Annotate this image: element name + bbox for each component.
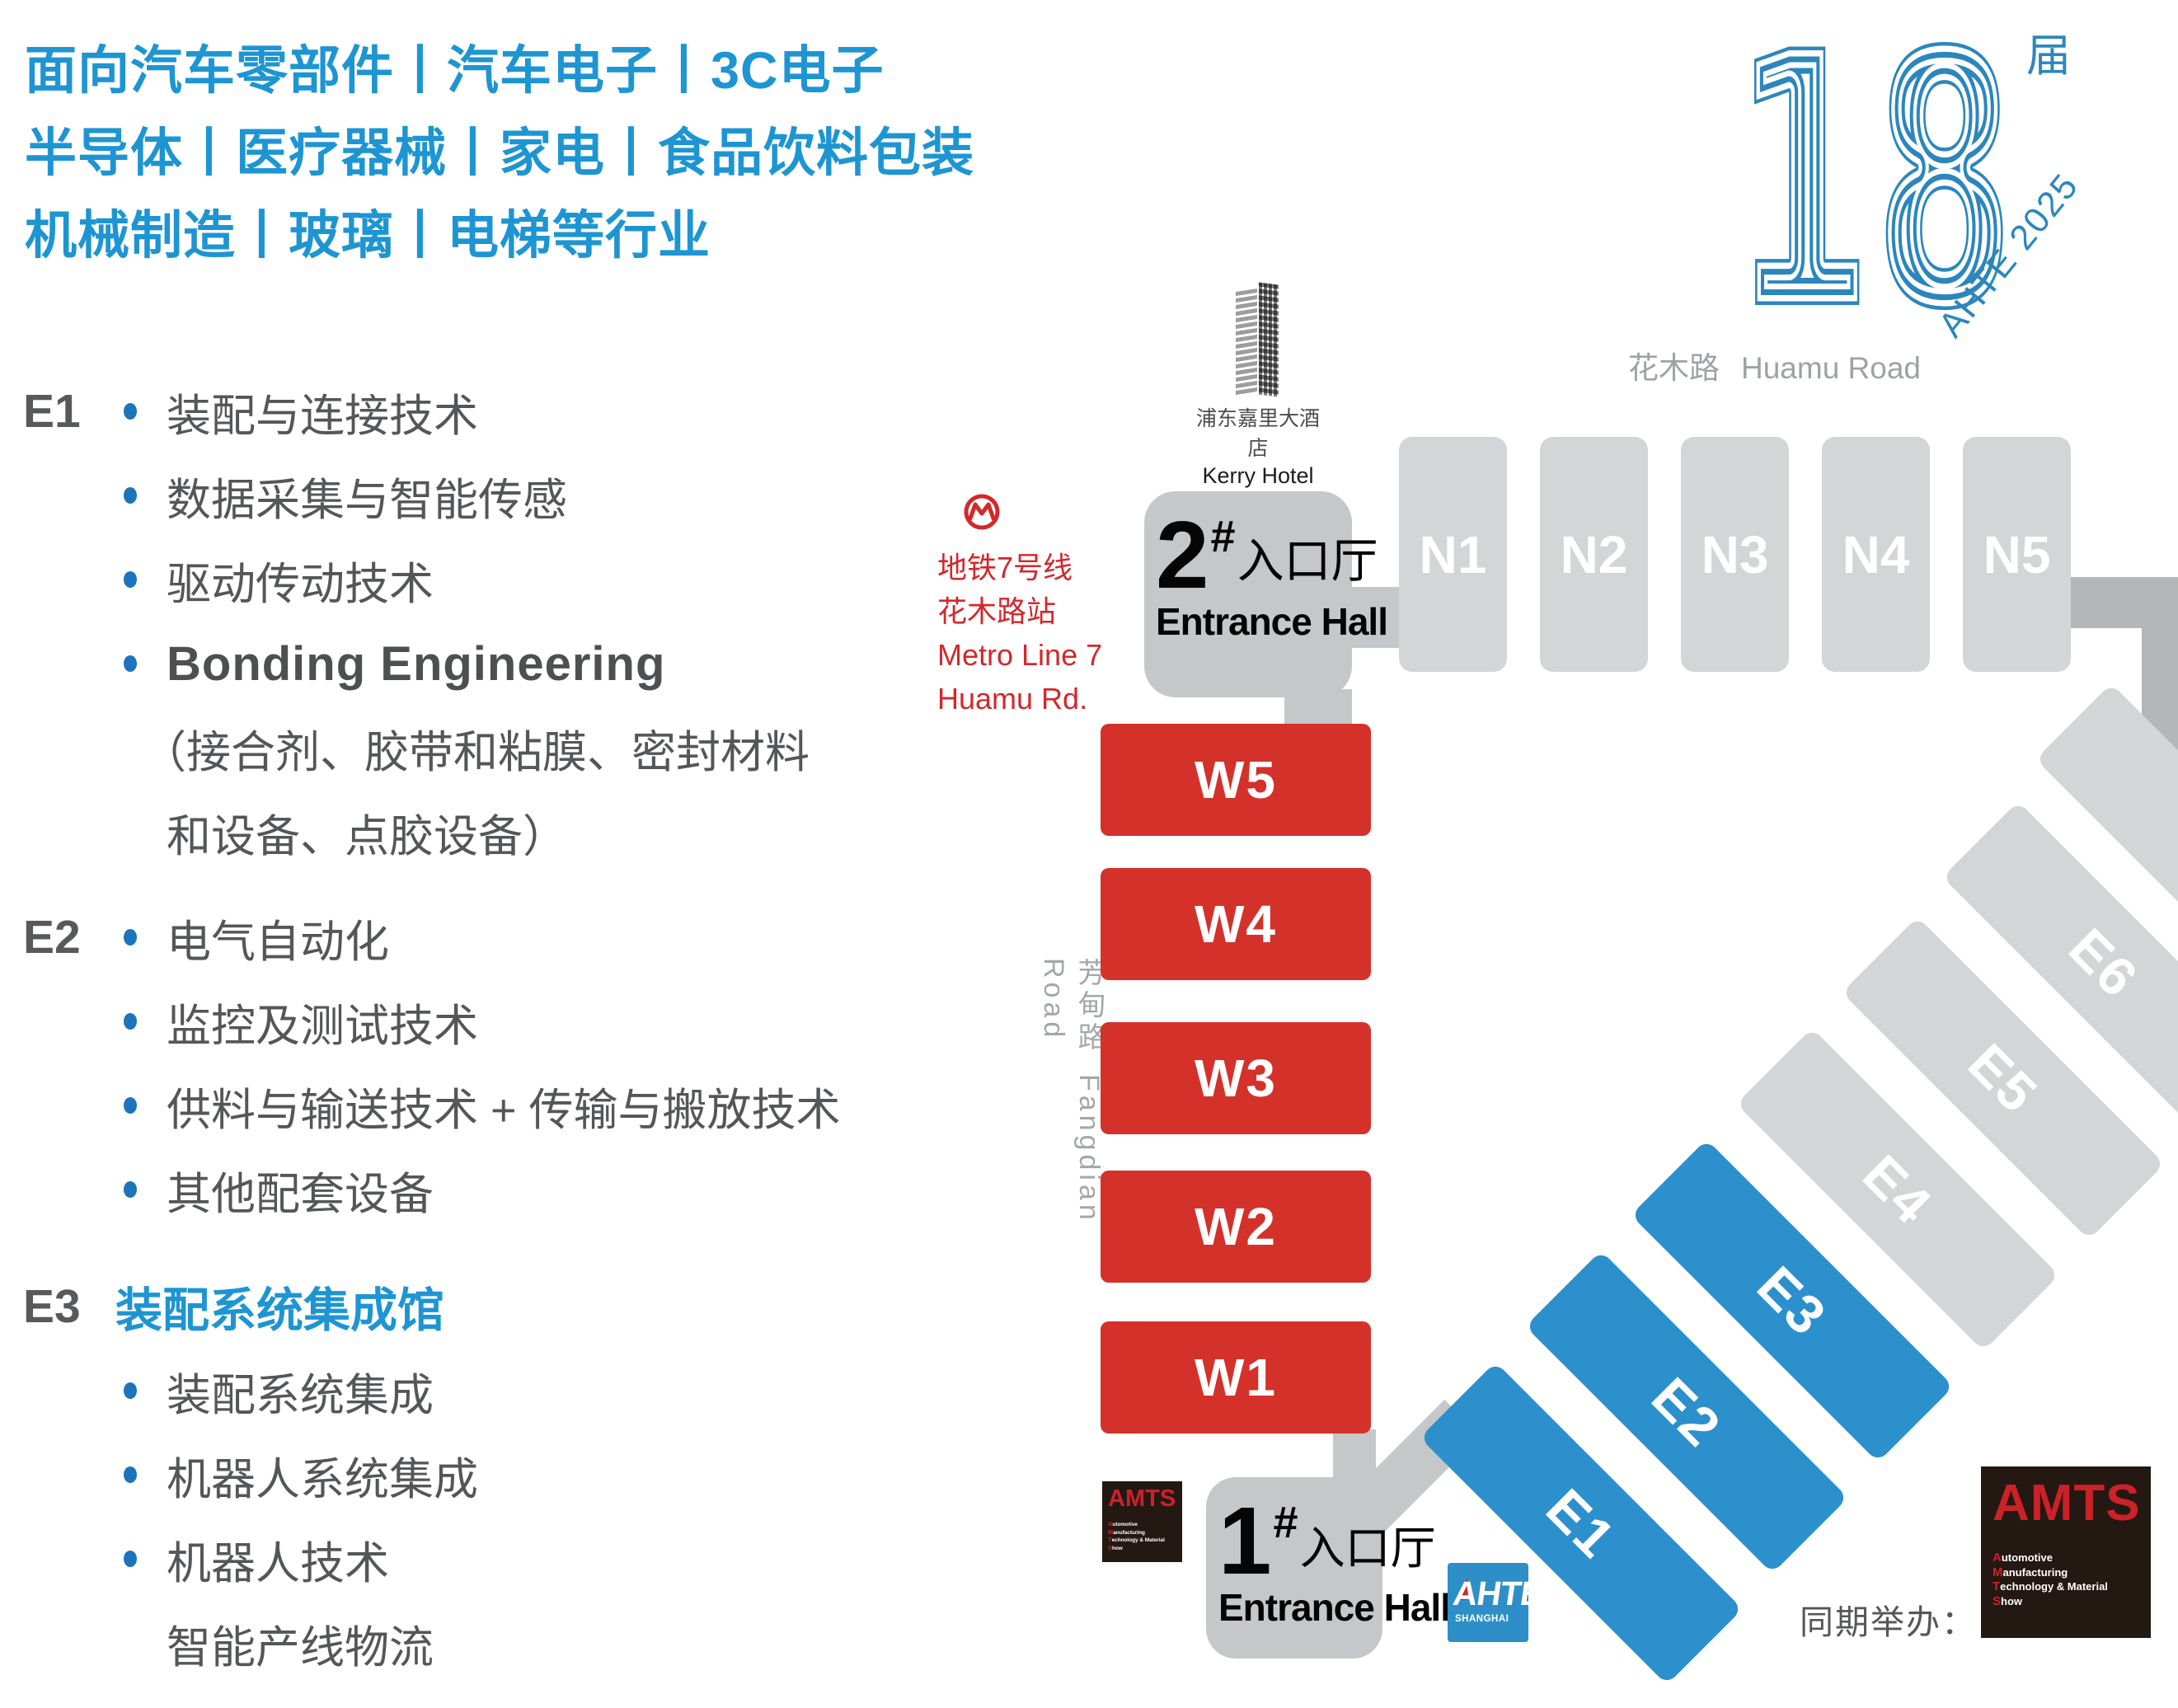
svg-text:18: 18	[1731, 23, 2016, 353]
svg-text:18: 18	[1731, 23, 2016, 353]
entrance-hall-2-label: 2 # 入口厅 Entrance Hall	[1156, 501, 1388, 644]
shanghai-metro-icon	[964, 494, 1000, 530]
entrance-hall-1-label: 1 # 入口厅 Entrance Hall	[1218, 1487, 1451, 1630]
group-e3: E3 装配系统集成馆 装配系统集成 机器人系统集成 机器人技术 智能产线物流	[23, 1265, 1095, 1685]
bullet-dot-icon	[124, 1097, 137, 1114]
hall-w3: W3	[1101, 1022, 1371, 1134]
bullet-dot-icon	[124, 1181, 137, 1198]
heading-line-2: 半导体丨医疗器械丨家电丨食品饮料包装	[25, 124, 974, 182]
amts-logo-small: AMTS Automotive Manufacturing Technology…	[1102, 1481, 1182, 1562]
entrance-hall-1	[1206, 1477, 1382, 1659]
entrance-hall-2	[1144, 491, 1352, 697]
group-e1: E1 装配与连接技术 数据采集与智能传感 驱动传动技术 Bonding Engi…	[23, 369, 1095, 874]
bullet-dot-icon	[124, 1013, 137, 1030]
bullet-dot-icon	[124, 403, 137, 420]
list-item-continuation: 智能产线物流	[167, 1622, 434, 1673]
bullet-dot-icon	[124, 1382, 137, 1399]
list-item-continuation: 和设备、点胶设备）	[167, 811, 567, 861]
bullet-dot-icon	[124, 655, 137, 672]
kerry-hotel-cn-label: 浦东嘉里大酒店	[1195, 407, 1320, 460]
bullet-dot-icon	[124, 929, 137, 946]
huamu-road-label: 花木路 Huamu Road	[1628, 351, 1922, 385]
group-e1-label: E1	[23, 385, 81, 438]
heading-line-3: 机械制造丨玻璃丨电梯等行业	[25, 207, 711, 265]
list-item: 机器人技术	[115, 1517, 1095, 1601]
hall-n5: N5	[1963, 437, 2071, 672]
fangdian-road-label: 芳甸路Fangdian Road	[1038, 958, 1105, 1224]
kerry-hotel-marker: 浦东嘉里大酒店 Kerry Hotel	[1187, 272, 1329, 489]
group-e3-title-row: 装配系统集成馆	[115, 1284, 444, 1337]
ahte-shanghai-logo: AHTE SHANGHAI	[1448, 1563, 1528, 1642]
n5-link-arm	[2071, 577, 2153, 628]
list-item: 装配系统集成	[115, 1349, 1095, 1433]
entrance2-n1-link	[1350, 587, 1400, 648]
hall-n1: N1	[1399, 437, 1507, 672]
bullet-dot-icon	[124, 1551, 137, 1567]
svg-text:18: 18	[1731, 23, 2016, 353]
list-item: 数据采集与智能传感	[115, 453, 1095, 537]
list-item: 驱动传动技术	[115, 537, 1095, 622]
hall-n3: N3	[1681, 437, 1789, 672]
list-item: Bonding Engineering	[115, 622, 1095, 706]
group-e2-label: E2	[23, 911, 81, 964]
group-e3-label: E3	[23, 1280, 81, 1333]
metro-station-label: 地铁7号线 花木路站 Metro Line 7 Huamu Rd.	[937, 551, 1103, 716]
kerry-hotel-en-label: Kerry Hotel	[1202, 463, 1314, 488]
svg-text:18: 18	[1731, 23, 2016, 353]
list-item: 其他配套设备	[115, 1147, 1095, 1232]
hall-w1: W1	[1101, 1321, 1371, 1434]
hall-w5: W5	[1101, 724, 1371, 836]
list-item: 监控及测试技术	[115, 979, 1095, 1063]
hall-w4: W4	[1101, 868, 1371, 980]
heading-line-1: 面向汽车零部件丨汽车电子丨3C电子	[25, 42, 885, 100]
group-e2: E2 电气自动化 监控及测试技术 供料与输送技术 + 传输与搬放技术 其他配套设…	[23, 895, 1095, 1232]
amts-logo-large: AMTS Automotive Manufacturing Technology…	[1981, 1466, 2151, 1638]
edition-unit-label: 届	[2026, 31, 2071, 81]
list-item: 装配与连接技术	[115, 369, 1095, 453]
bullet-dot-icon	[124, 571, 137, 588]
bullet-dot-icon	[124, 1466, 137, 1483]
list-item: 供料与输送技术 + 传输与搬放技术	[115, 1063, 1095, 1147]
list-item: 电气自动化	[115, 895, 1095, 979]
cohost-label: 同期举办：	[1800, 1603, 1977, 1641]
edition-18-logo: 18 18 18 18 18 18 届 AHTE 2025	[1723, 0, 2086, 389]
bullet-dot-icon	[124, 487, 137, 504]
industries-heading: 面向汽车零部件丨汽车电子丨3C电子 半导体丨医疗器械丨家电丨食品饮料包装 机械制…	[25, 30, 974, 277]
hall-w2: W2	[1101, 1171, 1371, 1283]
hotel-building-icon	[1236, 272, 1280, 398]
list-item: 机器人系统集成	[115, 1433, 1095, 1517]
hall-n2: N2	[1540, 437, 1648, 672]
hall-n4: N4	[1822, 437, 1930, 672]
striped-18-icon: 18 18 18 18 18 18 届 AHTE 2025	[1731, 0, 2086, 389]
list-item-continuation: （接合剂、胶带和粘膜、密封材料	[142, 727, 810, 777]
exhibit-catalog: E1 装配与连接技术 数据采集与智能传感 驱动传动技术 Bonding Engi…	[23, 369, 1095, 1685]
svg-text:18: 18	[1731, 23, 2016, 353]
